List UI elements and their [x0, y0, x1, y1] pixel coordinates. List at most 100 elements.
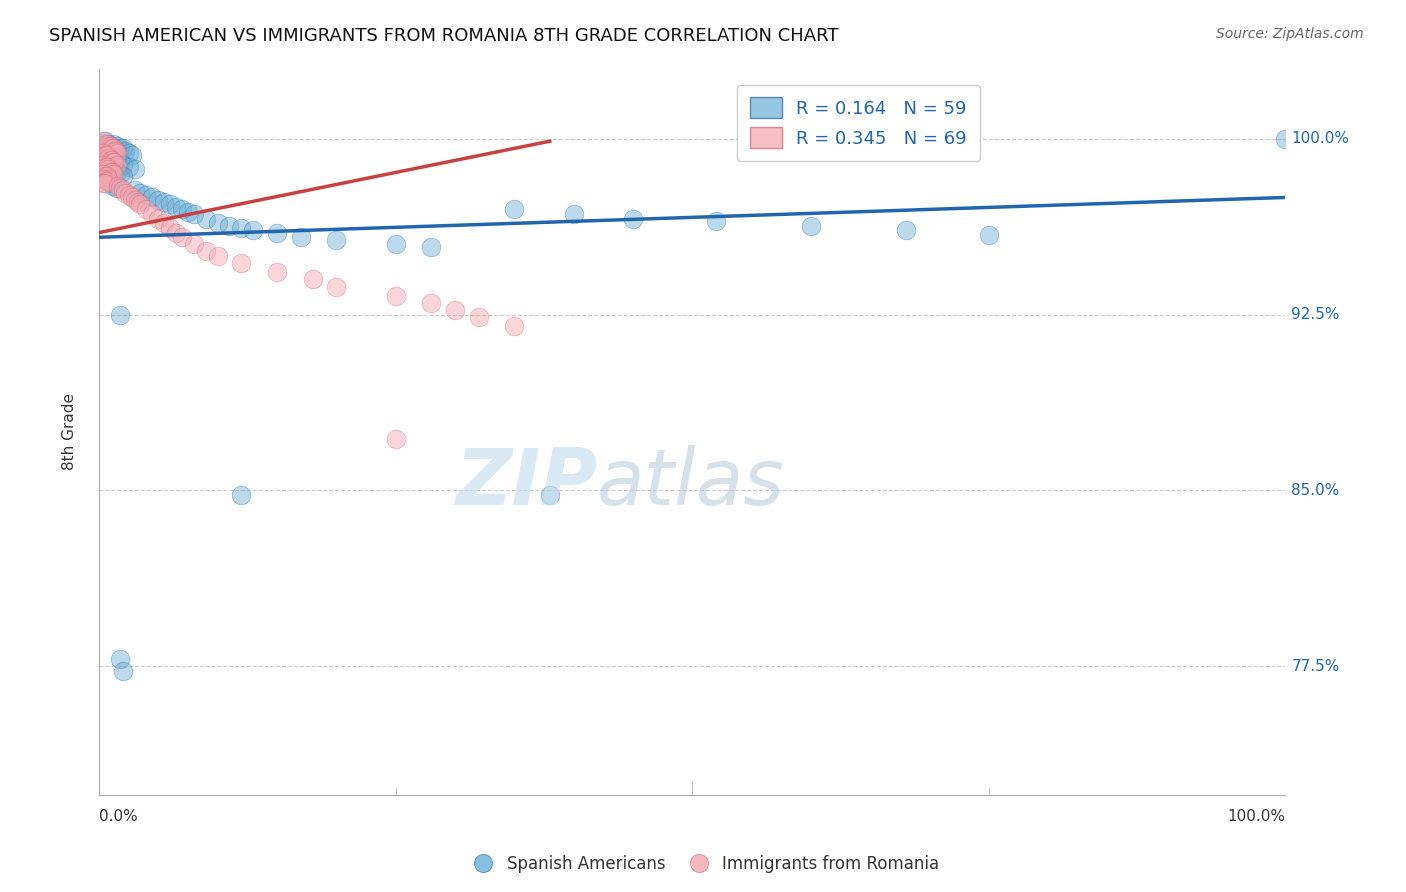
Point	[538, 488, 561, 502]
Point	[94, 148, 117, 162]
Point	[105, 153, 128, 167]
Point	[218, 219, 240, 233]
Point	[96, 136, 118, 151]
Point	[183, 207, 205, 221]
Point	[94, 169, 117, 184]
Point	[1274, 132, 1296, 146]
Text: 92.5%: 92.5%	[1291, 307, 1340, 322]
Point	[103, 141, 125, 155]
Point	[231, 256, 253, 270]
Point	[97, 139, 120, 153]
Point	[148, 193, 170, 207]
Point	[153, 216, 176, 230]
Point	[97, 158, 120, 172]
Point	[97, 151, 120, 165]
Point	[111, 664, 134, 678]
Point	[977, 227, 1000, 242]
Text: 8th Grade: 8th Grade	[62, 393, 77, 470]
Point	[114, 144, 136, 158]
Point	[384, 237, 406, 252]
Text: 0.0%: 0.0%	[98, 809, 138, 824]
Point	[110, 167, 132, 181]
Point	[114, 186, 136, 200]
Point	[97, 174, 120, 188]
Point	[420, 240, 443, 254]
Point	[103, 167, 125, 181]
Point	[129, 197, 152, 211]
Legend: R = 0.164   N = 59, R = 0.345   N = 69: R = 0.164 N = 59, R = 0.345 N = 69	[737, 85, 980, 161]
Point	[117, 188, 139, 202]
Point	[194, 211, 217, 226]
Point	[100, 148, 122, 162]
Point	[94, 144, 117, 158]
Point	[103, 144, 125, 158]
Point	[105, 145, 128, 160]
Point	[121, 148, 143, 162]
Point	[110, 181, 132, 195]
Point	[94, 155, 117, 169]
Point	[107, 178, 129, 193]
Point	[467, 310, 489, 324]
Point	[97, 136, 120, 151]
Point	[110, 308, 132, 322]
Point	[301, 272, 323, 286]
Point	[97, 162, 120, 177]
Point	[110, 652, 132, 666]
Point	[325, 233, 347, 247]
Point	[420, 296, 443, 310]
Point	[124, 162, 146, 177]
Text: 100.0%: 100.0%	[1291, 131, 1350, 146]
Point	[105, 139, 128, 153]
Point	[117, 145, 139, 160]
Point	[103, 136, 125, 151]
Legend: Spanish Americans, Immigrants from Romania: Spanish Americans, Immigrants from Roman…	[460, 848, 946, 880]
Point	[111, 141, 134, 155]
Point	[91, 171, 114, 186]
Point	[94, 177, 117, 191]
Point	[100, 164, 122, 178]
Point	[103, 155, 125, 169]
Point	[153, 195, 176, 210]
Point	[141, 190, 163, 204]
Point	[266, 226, 288, 240]
Point	[194, 244, 217, 259]
Point	[101, 141, 124, 155]
Text: 77.5%: 77.5%	[1291, 659, 1340, 673]
Point	[110, 155, 132, 169]
Point	[177, 204, 200, 219]
Point	[503, 202, 526, 216]
Point	[242, 223, 264, 237]
Point	[207, 216, 229, 230]
Point	[800, 219, 823, 233]
Point	[129, 186, 152, 200]
Point	[207, 249, 229, 263]
Point	[110, 141, 132, 155]
Point	[117, 160, 139, 174]
Point	[101, 164, 124, 178]
Point	[94, 134, 117, 148]
Text: SPANISH AMERICAN VS IMMIGRANTS FROM ROMANIA 8TH GRADE CORRELATION CHART: SPANISH AMERICAN VS IMMIGRANTS FROM ROMA…	[49, 27, 839, 45]
Point	[562, 207, 585, 221]
Point	[165, 200, 187, 214]
Point	[91, 177, 114, 191]
Point	[104, 144, 127, 158]
Point	[91, 134, 114, 148]
Point	[96, 148, 118, 162]
Text: 85.0%: 85.0%	[1291, 483, 1340, 498]
Point	[325, 279, 347, 293]
Point	[101, 153, 124, 167]
Point	[384, 289, 406, 303]
Point	[105, 158, 128, 172]
Text: atlas: atlas	[598, 445, 785, 521]
Point	[100, 139, 122, 153]
Point	[111, 183, 134, 197]
Point	[384, 432, 406, 446]
Point	[100, 160, 122, 174]
Point	[503, 319, 526, 334]
Point	[159, 221, 181, 235]
Text: Source: ZipAtlas.com: Source: ZipAtlas.com	[1216, 27, 1364, 41]
Point	[103, 155, 125, 169]
Point	[94, 136, 117, 151]
Point	[159, 197, 181, 211]
Point	[148, 211, 170, 226]
